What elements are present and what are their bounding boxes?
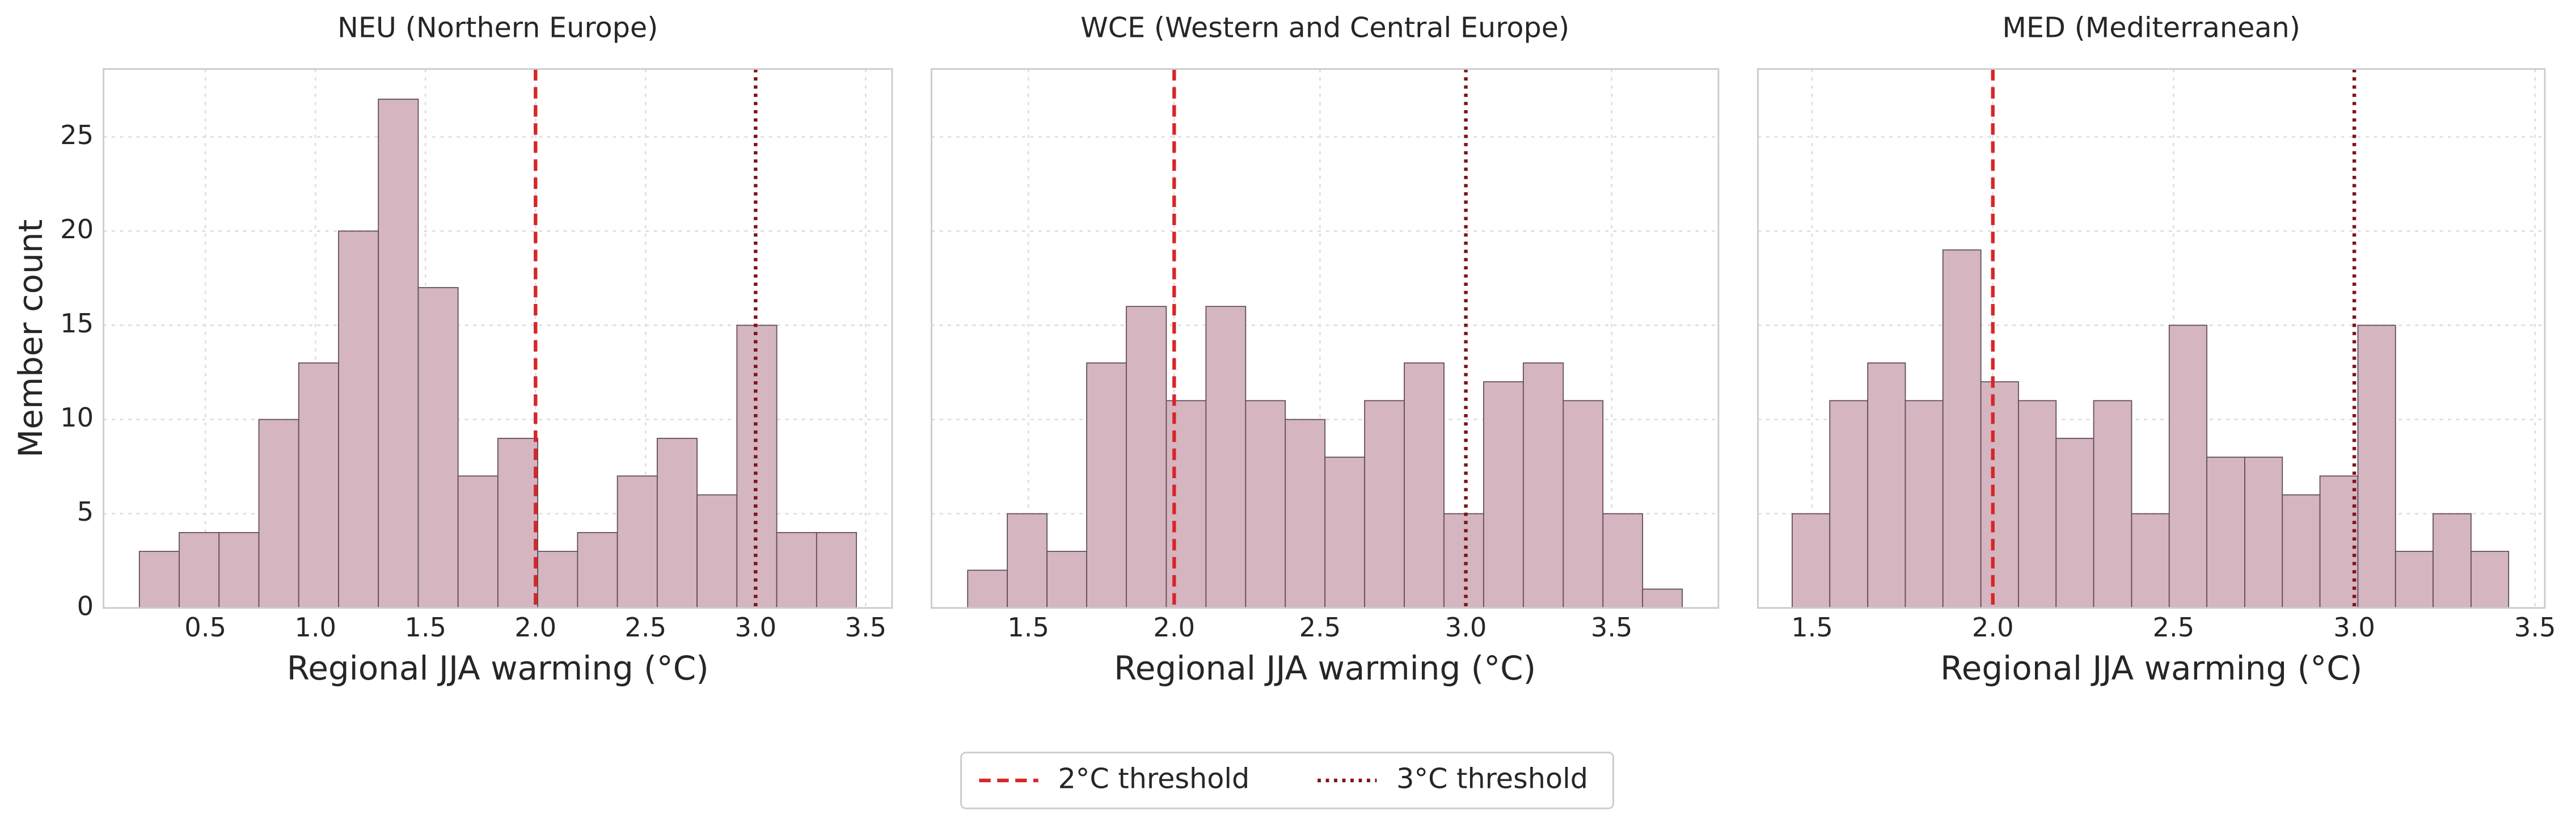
bar <box>1126 306 1167 609</box>
bar <box>2357 324 2396 609</box>
bar <box>1165 400 1207 609</box>
bar <box>1980 381 2019 609</box>
x-tick-label: 3.5 <box>844 612 886 643</box>
bar <box>2055 437 2094 609</box>
bar <box>1285 419 1326 609</box>
x-tick-label: 2.0 <box>1153 612 1195 643</box>
x-tick-label: 1.0 <box>294 612 336 643</box>
bar <box>1324 457 1365 609</box>
y-tick-label: 5 <box>77 496 94 527</box>
bar <box>696 494 738 609</box>
axes-frame <box>1757 68 2546 609</box>
y-tick-label: 10 <box>60 402 94 433</box>
bar <box>1443 513 1484 609</box>
bar <box>656 437 698 609</box>
x-tick-label: 2.5 <box>1299 612 1341 643</box>
x-tick-label: 3.5 <box>1591 612 1633 643</box>
bar <box>1867 362 1906 609</box>
bar <box>1523 362 1564 609</box>
bar <box>1792 513 1831 609</box>
panel-title: NEU (Northern Europe) <box>337 11 658 44</box>
bar <box>378 98 419 609</box>
x-tick-label: 1.5 <box>404 612 446 643</box>
bar <box>2093 400 2132 609</box>
bar <box>2168 324 2207 609</box>
y-tick-label: 0 <box>77 590 94 621</box>
bar <box>497 437 538 609</box>
bar <box>2206 457 2245 609</box>
x-tick-label: 2.0 <box>514 612 556 643</box>
x-tick-label: 1.5 <box>1791 612 1833 643</box>
bar <box>298 362 339 609</box>
bar <box>338 230 379 609</box>
bar <box>1602 513 1644 609</box>
bar <box>816 532 857 609</box>
bar <box>967 569 1008 609</box>
bar <box>2395 551 2434 609</box>
bar <box>2244 457 2283 609</box>
x-tick-label: 1.5 <box>1007 612 1049 643</box>
y-axis-label: Member count <box>11 220 50 458</box>
bar <box>1563 400 1604 609</box>
bar <box>537 551 578 609</box>
x-tick-label: 3.0 <box>1445 612 1487 643</box>
x-tick-label: 3.0 <box>2333 612 2375 643</box>
bar <box>2131 513 2170 609</box>
axes-frame <box>103 68 893 609</box>
bar <box>1404 362 1445 609</box>
bar <box>1245 400 1286 609</box>
bar <box>138 551 180 609</box>
x-tick-label: 2.5 <box>624 612 666 643</box>
panel-title: WCE (Western and Central Europe) <box>1080 11 1569 44</box>
y-tick-label: 25 <box>60 120 94 150</box>
bar <box>1086 362 1127 609</box>
bar <box>1642 588 1683 609</box>
bar <box>218 532 260 609</box>
bar <box>2471 551 2510 609</box>
x-axis-label: Regional JJA warming (°C) <box>1114 649 1536 687</box>
x-tick-label: 2.5 <box>2153 612 2195 643</box>
x-axis-label: Regional JJA warming (°C) <box>1940 649 2362 687</box>
bar <box>1046 551 1087 609</box>
bar <box>1205 306 1247 609</box>
bar <box>616 475 658 609</box>
y-tick-label: 15 <box>60 308 94 339</box>
bar <box>1364 400 1405 609</box>
bar <box>2018 400 2057 609</box>
bar <box>2433 513 2472 609</box>
legend-box <box>960 752 1614 809</box>
panel-title: MED (Mediterranean) <box>2002 11 2300 44</box>
bar <box>1483 381 1524 609</box>
bar <box>2319 475 2359 609</box>
bar <box>179 532 220 609</box>
bar <box>776 532 817 609</box>
bar <box>577 532 618 609</box>
bar <box>1007 513 1048 609</box>
x-tick-label: 0.5 <box>184 612 226 643</box>
x-tick-label: 3.0 <box>734 612 776 643</box>
legend-label: 2°C threshold <box>1058 762 1249 795</box>
x-tick-label: 2.0 <box>1972 612 2014 643</box>
bar <box>2282 494 2321 609</box>
axes-frame <box>930 68 1720 609</box>
bar <box>457 475 499 609</box>
legend-label: 3°C threshold <box>1396 762 1588 795</box>
x-tick-label: 3.5 <box>2514 612 2556 643</box>
bar <box>1942 249 1982 609</box>
x-axis-label: Regional JJA warming (°C) <box>287 649 709 687</box>
bar <box>1829 400 1869 609</box>
bar <box>258 419 299 609</box>
y-tick-label: 20 <box>60 214 94 244</box>
bar <box>417 287 459 609</box>
bar <box>1904 400 1944 609</box>
